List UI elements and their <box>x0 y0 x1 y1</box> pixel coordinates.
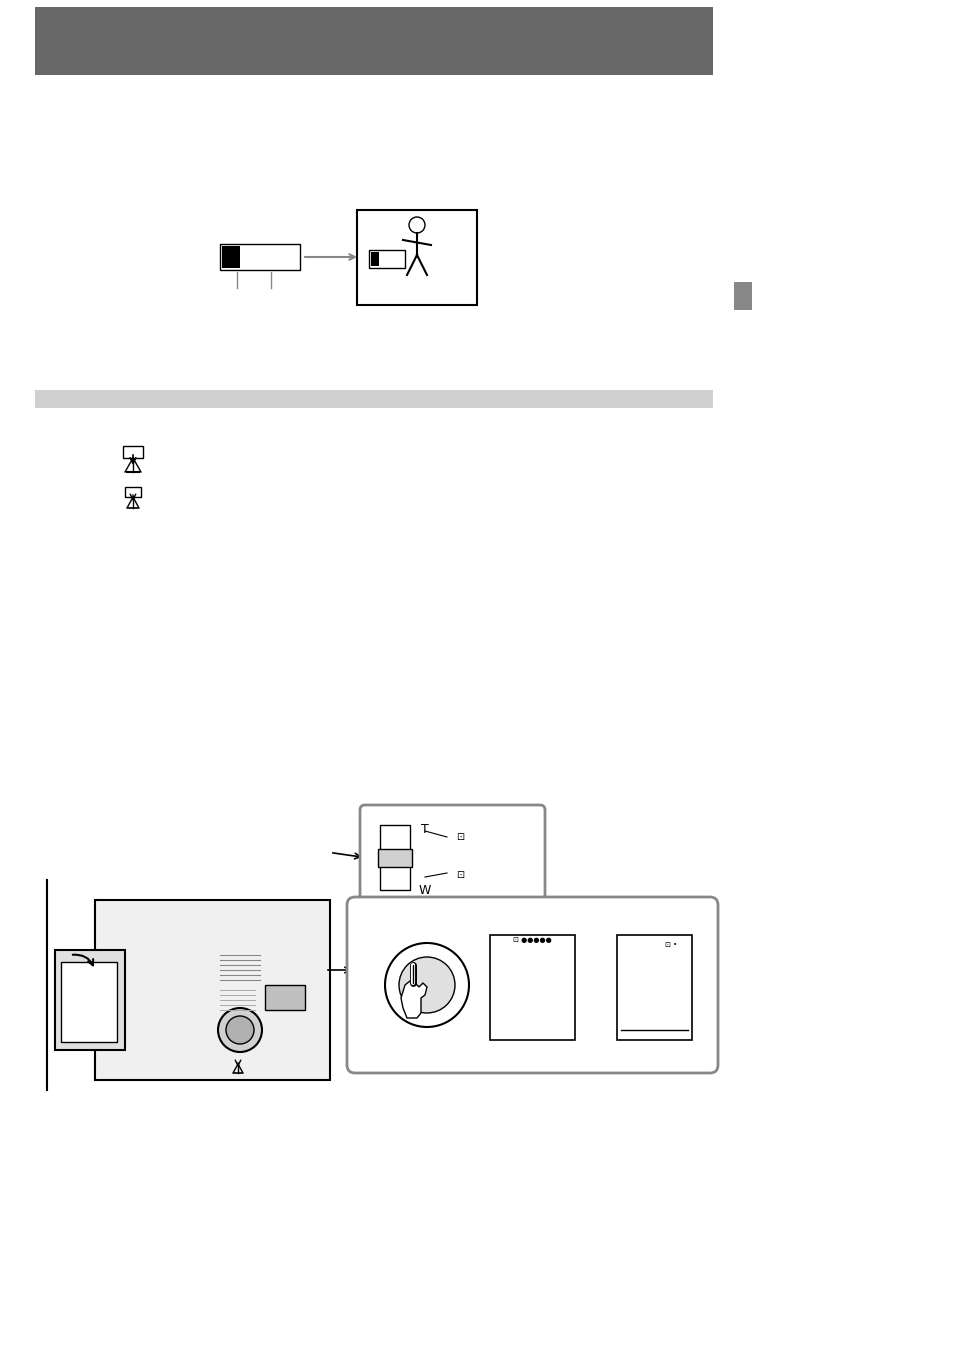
Bar <box>55 950 125 1051</box>
Text: W: W <box>418 883 431 896</box>
Bar <box>35 389 712 408</box>
Bar <box>369 250 405 268</box>
Bar <box>220 243 299 270</box>
Bar <box>371 251 378 266</box>
Circle shape <box>226 1015 253 1044</box>
Text: ⊡: ⊡ <box>456 869 463 880</box>
Polygon shape <box>400 982 427 1018</box>
Bar <box>617 936 691 1040</box>
Bar <box>377 849 412 867</box>
Bar <box>35 7 712 74</box>
Bar <box>222 246 240 268</box>
Bar <box>61 963 117 1042</box>
Bar <box>231 1056 245 1064</box>
Text: Selecting the start/stop mode: Selecting the start/stop mode <box>210 100 537 119</box>
Text: ⊡ •: ⊡ • <box>664 942 677 948</box>
Text: T: T <box>420 823 429 837</box>
Circle shape <box>218 1009 262 1052</box>
Text: ⊡ ●●●●●: ⊡ ●●●●● <box>512 937 551 942</box>
Bar <box>733 283 751 310</box>
Circle shape <box>409 218 424 233</box>
Bar <box>125 487 141 498</box>
Bar <box>95 900 330 1080</box>
Bar <box>123 446 143 458</box>
Bar <box>265 986 305 1010</box>
FancyBboxPatch shape <box>359 804 544 910</box>
Circle shape <box>385 942 469 1028</box>
Circle shape <box>398 957 455 1013</box>
FancyBboxPatch shape <box>347 896 718 1073</box>
Text: ⊡: ⊡ <box>456 831 463 842</box>
Bar <box>490 936 575 1040</box>
Bar <box>356 210 476 306</box>
Bar <box>379 825 410 890</box>
